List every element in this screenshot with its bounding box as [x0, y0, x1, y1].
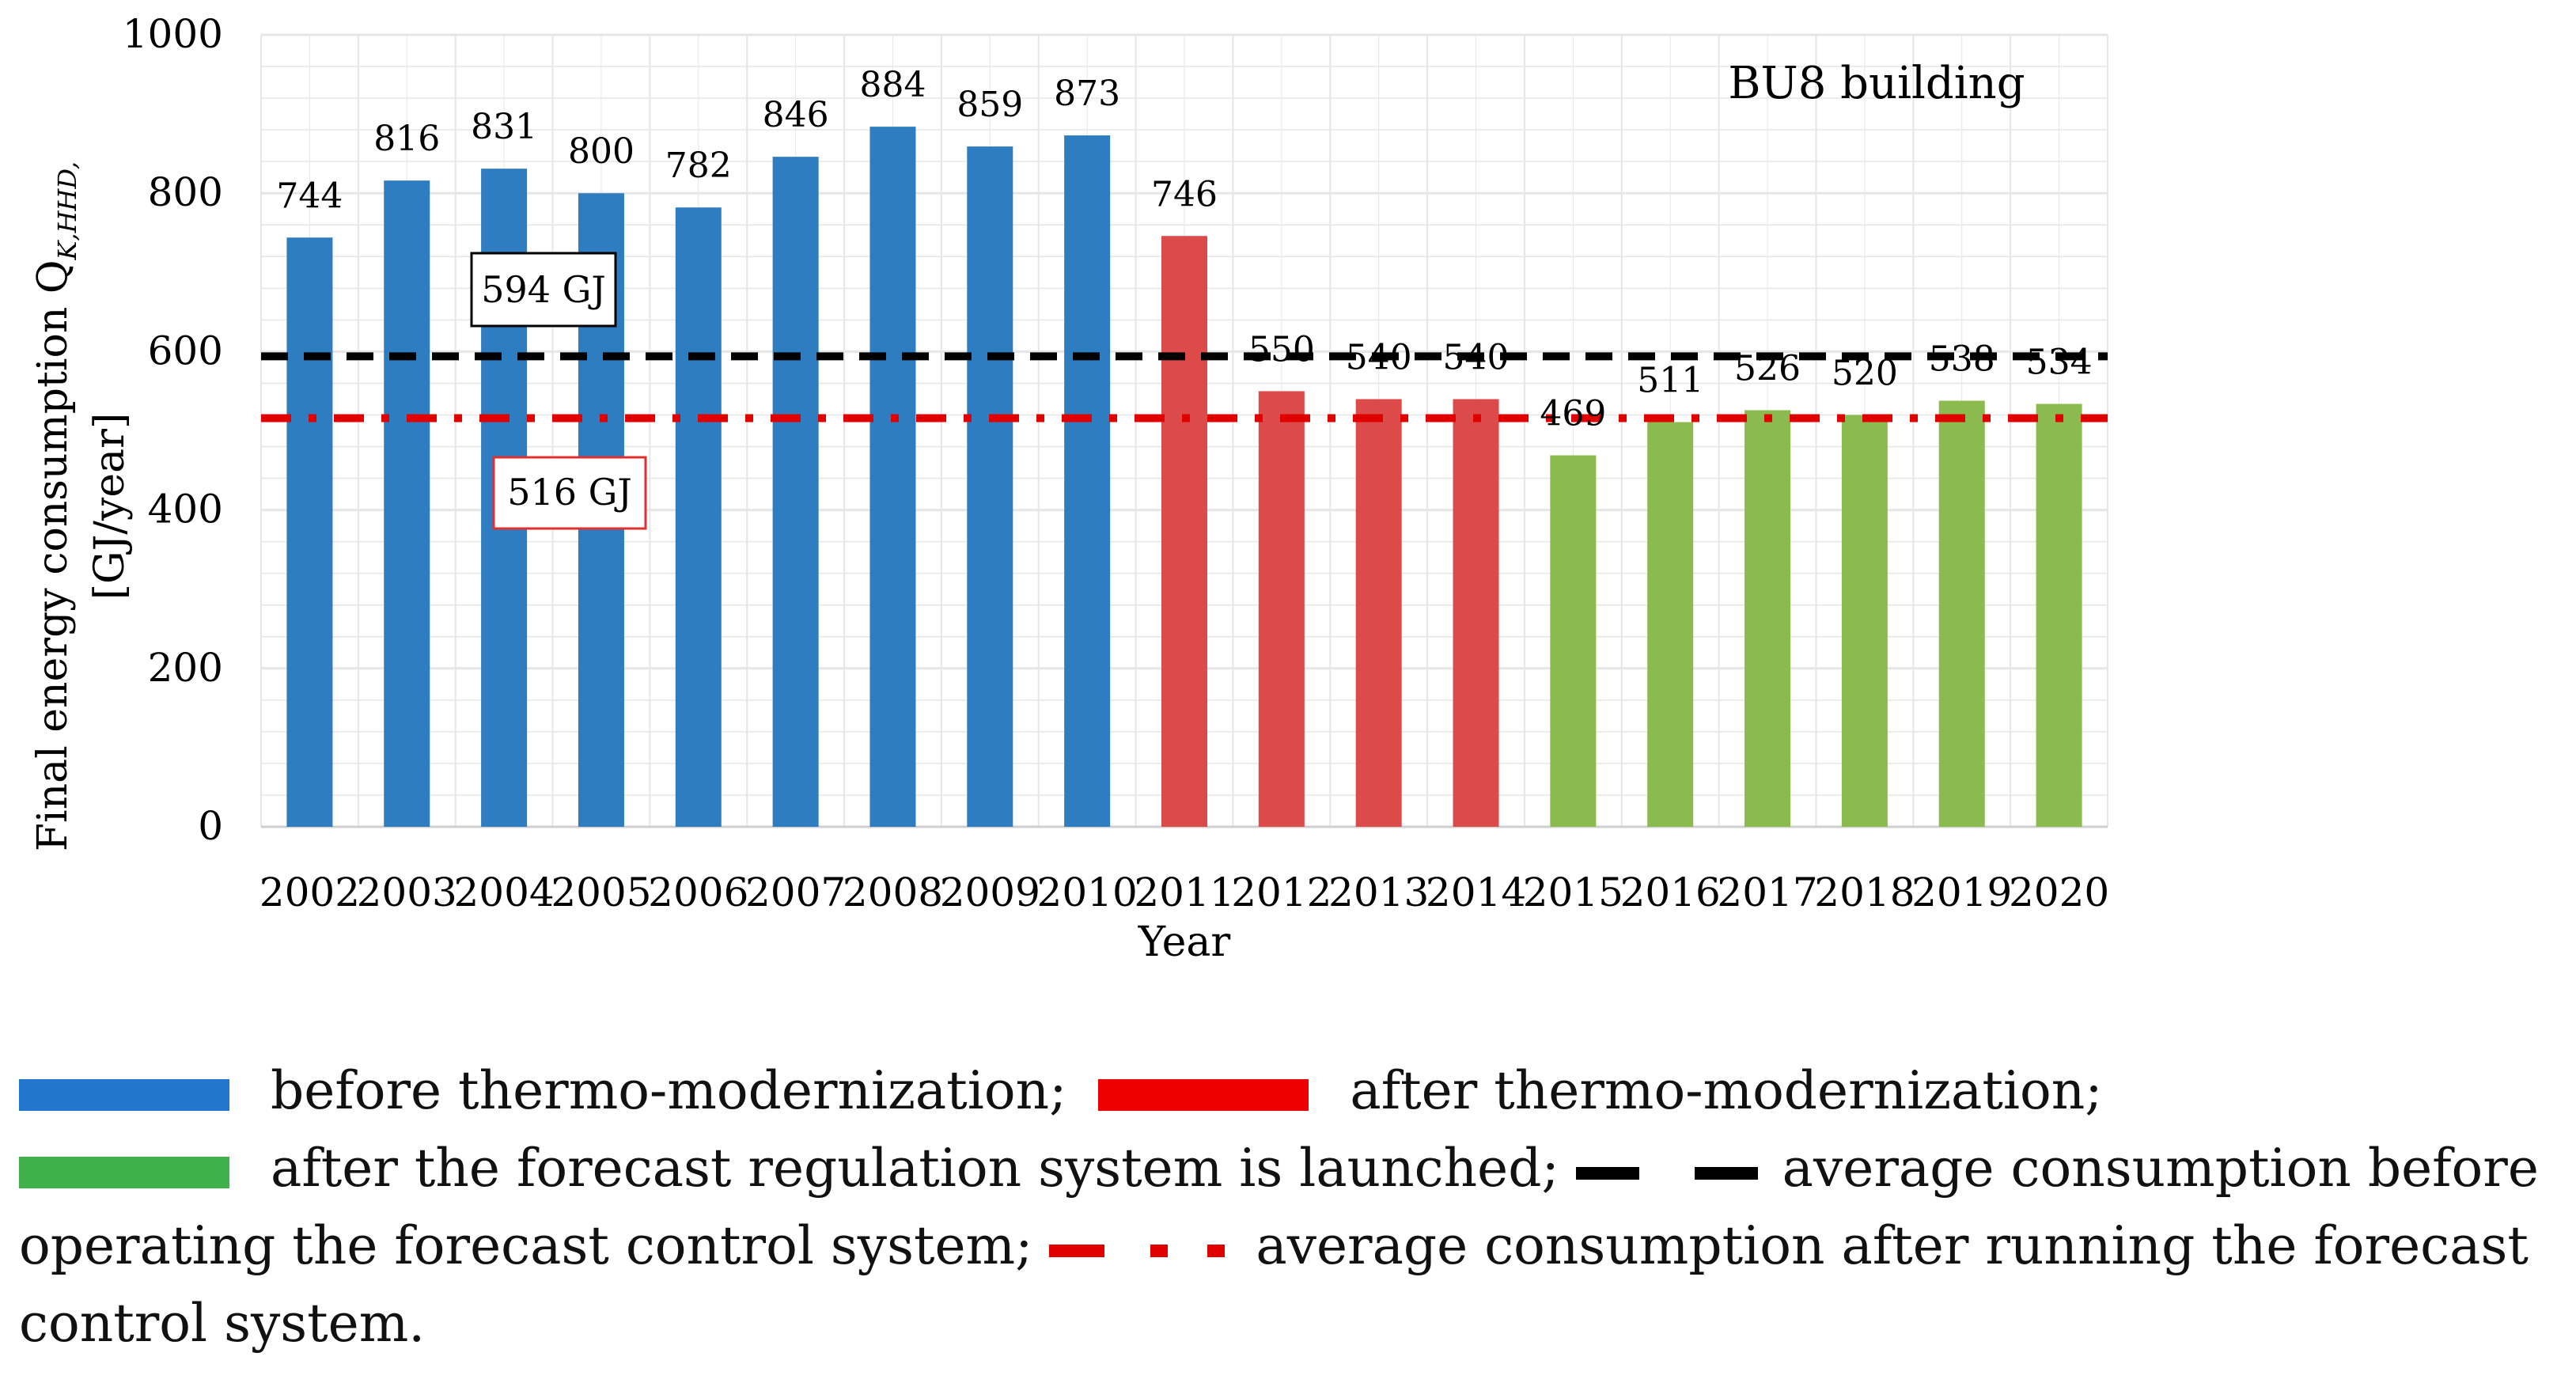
bar-2011: [1161, 236, 1207, 827]
data-label-2010: 873: [1054, 74, 1120, 114]
data-label-2002: 744: [276, 176, 343, 216]
y-tick-label-0: 0: [198, 803, 223, 849]
y-axis-title-subscript: K,HHD,: [52, 161, 82, 261]
legend-label-forecast: after the forecast regulation system is …: [271, 1138, 1559, 1199]
bar-2017: [1744, 410, 1791, 827]
data-label-2006: 782: [665, 146, 732, 186]
bar-2012: [1258, 391, 1305, 827]
y-axis-title: Final energy consumption QK,HHD,: [29, 161, 82, 851]
legend-swatch-forecast: [19, 1157, 229, 1188]
data-label-2016: 511: [1637, 360, 1703, 400]
x-axis-tick-labels: 2002200320042005200620072008200920102011…: [259, 870, 2109, 915]
bar-2003: [384, 180, 430, 827]
x-tick-label-2004: 2004: [453, 870, 554, 915]
data-label-2014: 540: [1443, 337, 1510, 377]
bar-2015: [1550, 455, 1597, 827]
bar-2006: [675, 207, 722, 827]
data-label-2013: 540: [1346, 337, 1412, 377]
y-tick-label-800: 800: [148, 169, 223, 215]
x-tick-label-2015: 2015: [1523, 870, 1623, 915]
x-axis-title: Year: [1138, 919, 1231, 966]
data-label-2004: 831: [471, 107, 537, 147]
y-axis-title-main: Final energy consumption Q: [29, 260, 77, 851]
legend-swatch-avg-after: [1049, 1245, 1225, 1257]
x-tick-label-2011: 2011: [1134, 870, 1234, 915]
y-tick-label-1000: 1000: [123, 11, 223, 57]
x-tick-label-2009: 2009: [940, 870, 1040, 915]
ref-label-after: 516 GJ: [492, 456, 647, 530]
x-tick-label-2012: 2012: [1231, 870, 1332, 915]
ref-label-before-text: 594 GJ: [481, 268, 606, 311]
bar-2008: [869, 127, 916, 828]
x-tick-label-2020: 2020: [2009, 870, 2109, 915]
y-axis-units: [GJ/year]: [86, 413, 134, 601]
x-tick-label-2019: 2019: [1911, 870, 2012, 915]
ref-label-after-text: 516 GJ: [507, 471, 632, 513]
x-tick-label-2016: 2016: [1620, 870, 1721, 915]
y-axis-units-text: [GJ/year]: [86, 413, 134, 601]
y-axis-tick-labels: 0 200 400 600 800 1000: [123, 11, 223, 849]
x-tick-label-2005: 2005: [551, 870, 651, 915]
data-label-2007: 846: [763, 95, 829, 135]
data-labels: 744 816 831 800 782 846 884 859 873 746 550 540 540 4…: [276, 65, 2092, 434]
bar-2016: [1647, 422, 1694, 827]
x-tick-label-2017: 2017: [1717, 870, 1817, 915]
x-tick-label-2006: 2006: [648, 870, 748, 915]
x-tick-label-2003: 2003: [357, 870, 457, 915]
legend-label-after: after thermo-modernization;: [1350, 1060, 2103, 1121]
svg-text:Final energy consumption QK,HH: Final energy consumption QK,HHD,: [29, 161, 82, 851]
bar-2010: [1064, 135, 1111, 827]
x-tick-label-2010: 2010: [1037, 870, 1138, 915]
bar-2002: [286, 237, 333, 828]
data-label-2015: 469: [1540, 394, 1606, 434]
x-tick-label-2018: 2018: [1814, 870, 1915, 915]
x-tick-label-2013: 2013: [1328, 870, 1429, 915]
legend-swatch-after: [1098, 1079, 1309, 1111]
reference-lines: [261, 352, 2108, 422]
x-tick-label-2002: 2002: [259, 870, 360, 915]
bar-2014: [1453, 399, 1499, 828]
y-tick-label-400: 400: [148, 487, 223, 532]
x-tick-label-2007: 2007: [745, 870, 846, 915]
legend-label-avg-after: average consumption after running the fo…: [19, 1215, 2529, 1354]
data-label-2020: 534: [2026, 342, 2093, 382]
data-label-2017: 526: [1734, 348, 1801, 388]
data-label-2003: 816: [373, 119, 440, 159]
data-label-2019: 538: [1929, 339, 1995, 379]
data-label-2009: 859: [957, 85, 1023, 125]
x-tick-label-2008: 2008: [843, 870, 943, 915]
data-label-2011: 746: [1151, 174, 1218, 214]
legend: before thermo-modernization; after thermo…: [19, 1052, 2567, 1362]
annotation-bu8: BU8 building: [1728, 58, 2025, 109]
data-label-2012: 550: [1248, 329, 1315, 369]
legend-line-1: before thermo-modernization; after thermo…: [19, 1052, 2567, 1130]
bar-2007: [772, 157, 819, 828]
legend-label-avg-before: average consumption before operating the…: [19, 1138, 2539, 1276]
data-label-2005: 800: [568, 131, 635, 172]
y-tick-label-200: 200: [148, 645, 223, 691]
data-label-2018: 520: [1832, 353, 1898, 393]
bar-2013: [1355, 399, 1402, 828]
ref-label-before: 594 GJ: [470, 252, 617, 328]
bar-2009: [967, 146, 1013, 828]
legend-swatch-avg-before: [1575, 1167, 1758, 1180]
bar-2019: [1938, 400, 1985, 827]
data-label-2008: 884: [859, 65, 926, 105]
bar-2020: [2036, 404, 2082, 827]
legend-swatch-before: [19, 1079, 229, 1111]
legend-label-before: before thermo-modernization;: [271, 1060, 1067, 1121]
y-tick-label-600: 600: [148, 328, 223, 373]
bar-2018: [1841, 415, 1888, 827]
legend-line-2: after the forecast regulation system is …: [19, 1130, 2567, 1362]
x-tick-label-2014: 2014: [1426, 870, 1526, 915]
